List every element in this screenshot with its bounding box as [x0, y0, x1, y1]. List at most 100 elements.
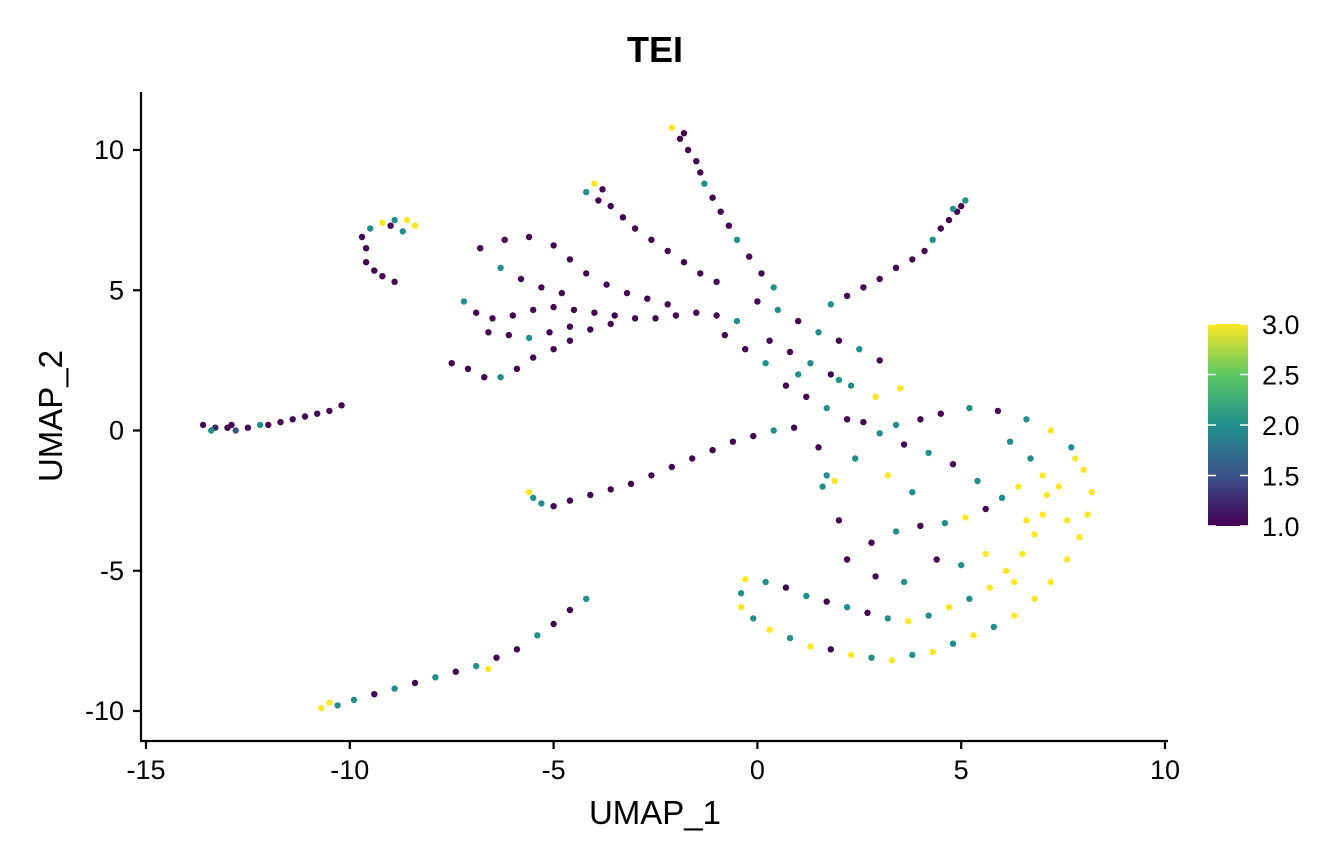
data-point — [583, 595, 590, 602]
data-point — [232, 427, 239, 434]
data-point — [713, 312, 720, 319]
data-point — [860, 418, 867, 426]
data-point — [387, 222, 394, 229]
data-point — [676, 135, 684, 142]
data-point — [876, 357, 883, 364]
data-point — [872, 393, 879, 400]
data-point — [815, 329, 822, 336]
data-point — [607, 320, 614, 328]
data-point — [318, 705, 325, 712]
data-point — [982, 505, 989, 513]
data-point — [807, 360, 814, 367]
data-point — [827, 371, 834, 378]
x-tick-label: -10 — [330, 755, 369, 785]
data-point — [884, 615, 891, 622]
data-point — [538, 284, 545, 291]
data-point — [721, 331, 728, 339]
data-point — [941, 519, 949, 527]
colorbar-tick-label: 3.0 — [1262, 310, 1300, 340]
data-point — [966, 404, 973, 412]
data-point — [664, 247, 671, 255]
data-point — [583, 270, 590, 277]
data-point — [823, 598, 830, 605]
data-point — [558, 289, 565, 297]
data-point — [790, 424, 798, 431]
data-point — [750, 432, 757, 440]
data-point — [525, 489, 533, 496]
data-point — [770, 284, 777, 291]
data-point — [664, 301, 671, 308]
data-point — [803, 592, 810, 600]
data-point — [477, 245, 484, 252]
data-point — [350, 696, 358, 703]
data-point — [644, 295, 651, 302]
data-point — [689, 455, 696, 462]
data-point — [481, 374, 488, 381]
data-point — [782, 382, 790, 389]
data-point — [733, 236, 741, 243]
data-point — [403, 216, 411, 224]
y-axis-ticks: -10 -5 0 5 10 — [85, 135, 141, 726]
data-point — [892, 264, 900, 271]
data-point — [1084, 511, 1091, 518]
data-point — [326, 407, 333, 415]
data-point — [998, 494, 1006, 501]
data-point — [648, 236, 655, 243]
data-point — [782, 584, 790, 591]
data-point — [1006, 438, 1014, 445]
data-point — [860, 284, 867, 291]
data-point — [847, 382, 855, 389]
colorbar-tick-label: 1.0 — [1262, 512, 1300, 542]
data-point — [835, 517, 843, 524]
data-point — [371, 691, 378, 698]
data-point — [599, 186, 606, 193]
data-point — [864, 609, 871, 616]
data-point — [795, 371, 802, 378]
data-point — [823, 404, 830, 412]
data-point — [1027, 455, 1034, 462]
data-point — [717, 208, 724, 215]
data-point — [742, 346, 749, 353]
data-point — [244, 424, 252, 431]
color-legend: 1.0 1.5 2.0 2.5 3.0 — [1208, 310, 1300, 542]
data-point — [925, 612, 932, 619]
data-point — [587, 491, 594, 499]
data-point — [587, 326, 594, 333]
x-axis-ticks: -15 -10 -5 0 5 10 — [126, 741, 1180, 785]
data-point — [1031, 531, 1038, 538]
x-tick-label: 5 — [954, 755, 969, 785]
data-point — [733, 317, 741, 325]
data-point — [994, 407, 1002, 415]
data-point — [338, 402, 345, 409]
data-point — [611, 312, 618, 319]
data-point — [566, 497, 574, 504]
y-tick-label: 5 — [109, 275, 124, 305]
data-point — [868, 539, 875, 546]
data-point — [256, 421, 264, 429]
data-point — [1031, 595, 1038, 602]
colorbar-tick-label: 1.5 — [1262, 462, 1300, 492]
data-point — [391, 685, 398, 692]
data-point — [843, 416, 851, 423]
data-point — [1076, 533, 1083, 541]
data-point — [945, 216, 953, 224]
data-point — [872, 573, 879, 580]
data-point — [326, 699, 333, 706]
data-point — [570, 306, 578, 314]
data-point — [876, 430, 883, 437]
data-point — [713, 278, 720, 285]
data-point — [680, 259, 688, 266]
data-point — [958, 561, 965, 569]
data-point — [958, 202, 965, 210]
data-point — [892, 528, 900, 535]
data-point — [399, 228, 406, 235]
data-point — [892, 421, 900, 429]
data-point — [623, 289, 631, 297]
data-point — [566, 256, 574, 263]
data-point — [725, 222, 733, 229]
data-point — [379, 219, 386, 227]
data-point — [803, 393, 810, 400]
data-point — [900, 578, 908, 586]
data-point — [925, 449, 932, 457]
data-point — [631, 225, 639, 232]
